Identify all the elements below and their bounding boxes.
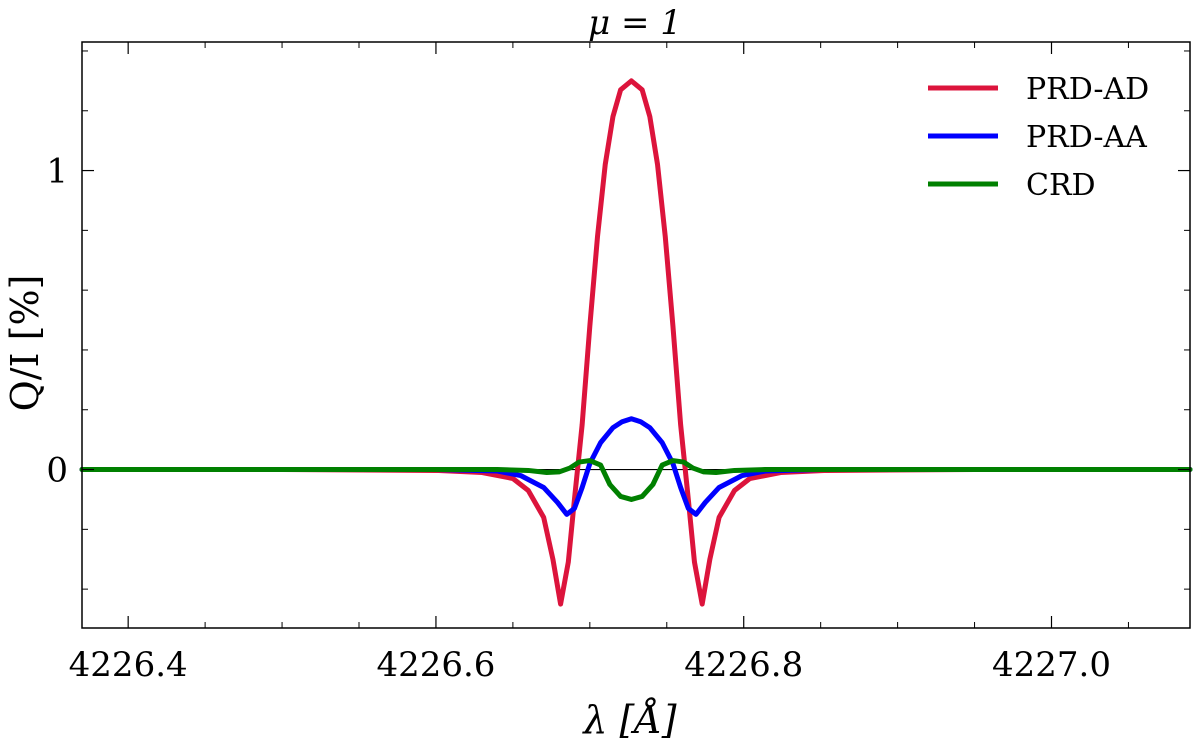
y-tick-label: 1 [46,152,68,192]
legend-label-prd-aa: PRD-AA [1026,120,1147,155]
x-tick-label: 4226.8 [684,645,803,685]
series-line-prd-aa [79,416,1193,517]
series-line-prd-ad [79,78,1193,607]
x-tick-label: 4226.6 [376,645,495,685]
legend: PRD-AD PRD-AA CRD [928,72,1149,203]
legend-label-prd-ad: PRD-AD [1026,72,1149,107]
x-tick-label: 4226.4 [69,645,188,685]
chart-title: μ = 1 [588,3,682,43]
x-tick-label: 4227.0 [992,645,1111,685]
plot-frame [81,41,1191,629]
x-axis-label: λ [Å] [581,698,676,742]
axes: 4226.4 4226.6 4226.8 4227.0 0 1 [46,41,1191,685]
y-tick-label: 0 [46,451,68,491]
plot-area [79,78,1193,607]
series-line-crd [79,458,1193,502]
y-axis-label: Q/I [%] [3,275,47,412]
legend-label-crd: CRD [1026,168,1096,203]
